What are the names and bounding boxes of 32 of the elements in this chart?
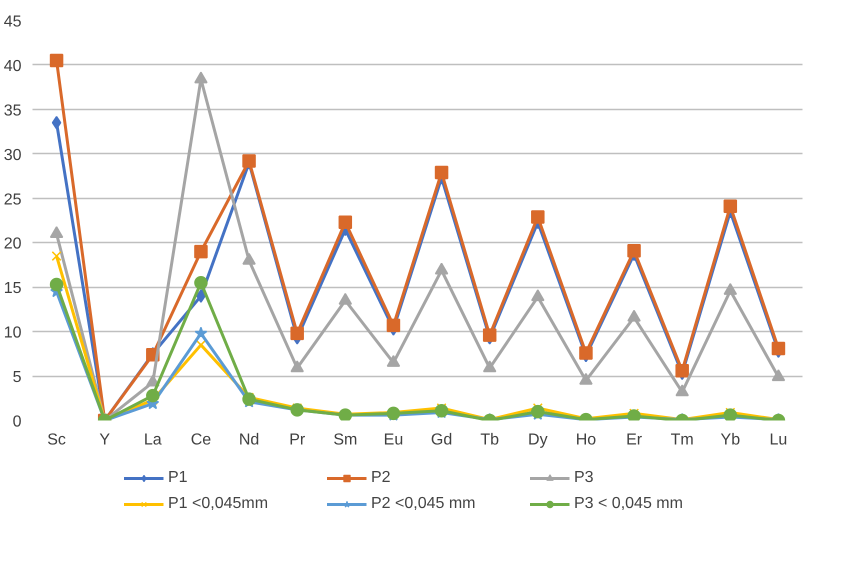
y-tick-label: 35 [4, 102, 22, 120]
x-tick-label: Tb [480, 432, 500, 448]
y-tick-label: 0 [12, 414, 22, 430]
y-tick-label: 45 [4, 14, 22, 30]
x-tick-label: Ho [576, 432, 596, 448]
x-tick-label: Pr [289, 432, 306, 448]
x-tick-label: Sm [333, 432, 358, 448]
legend-label: P1 <0,045mm [168, 495, 270, 513]
legend-label: P2 <0,045 mm [371, 495, 476, 513]
x-tick-label: Ce [190, 432, 212, 448]
x-tick-label: Eu [384, 432, 404, 448]
legend-label: P3 < 0,045 mm [574, 495, 684, 513]
x-tick-label: Yb [720, 432, 740, 448]
y-tick-label: 25 [4, 191, 22, 208]
x-tick-label: Dy [528, 432, 548, 448]
y-tick-label: 30 [4, 146, 22, 164]
x-tick-label: Lu [770, 432, 788, 448]
y-tick-label: 15 [4, 280, 22, 298]
x-tick-label: Sc [47, 432, 66, 448]
legend-label: P3 [574, 469, 595, 487]
x-tick-label: Nd [238, 432, 260, 448]
x-tick-label: Y [99, 432, 110, 448]
y-tick-label: 5 [12, 369, 22, 386]
legend-label: P1 [168, 469, 189, 487]
legend-label: P2 [371, 469, 392, 487]
y-tick-label: 20 [4, 236, 22, 253]
x-tick-label: Gd [430, 432, 452, 448]
x-tick-label: La [144, 432, 162, 448]
x-tick-label: Er [626, 432, 643, 448]
y-tick-label: 40 [4, 58, 22, 75]
y-tick-label: 10 [4, 324, 22, 342]
x-tick-label: Tm [670, 432, 694, 448]
